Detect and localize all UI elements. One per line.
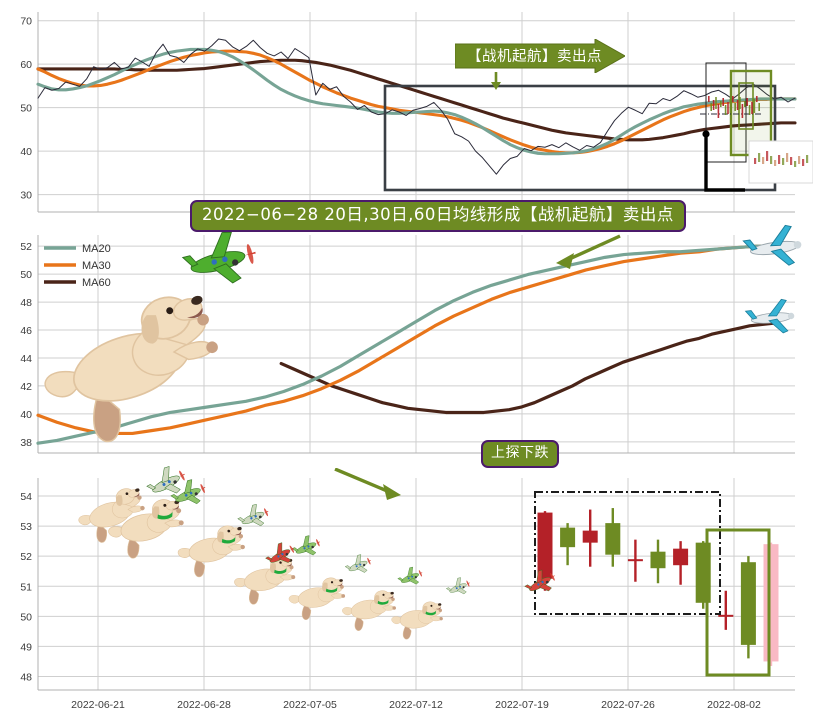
updown-arrow-head <box>383 484 401 500</box>
candle-body <box>650 551 666 569</box>
y-axis-tick-label: 70 <box>20 16 32 28</box>
y-axis-tick-label: 40 <box>20 409 32 421</box>
x-axis-tick-label: 2022-06-28 <box>177 699 231 711</box>
candle <box>763 542 779 666</box>
series-line-ma60 <box>36 58 797 142</box>
callout-arrow-line <box>564 234 621 263</box>
x-axis-tick-label: 2022-07-12 <box>389 699 443 711</box>
candle <box>718 590 734 630</box>
candlestick-panel: 48 49 50 51 52 53 54 2022-06-21 2022-06-28 2022-0… <box>0 468 813 715</box>
ma-zoom-plot: 38 40 42 44 46 48 50 52 MA20 MA30 MA60 <box>20 234 795 454</box>
consolidation-box <box>534 491 721 615</box>
candle <box>582 509 598 567</box>
y-axis-tick-label: 44 <box>20 353 32 365</box>
y-axis-tick-label: 49 <box>20 641 32 653</box>
mini-candle-overlay <box>708 96 760 118</box>
y-axis-tick-label: 50 <box>20 269 32 281</box>
pointer-dot <box>702 130 710 138</box>
callout-arrow-head <box>556 253 574 269</box>
candle-body <box>627 559 643 562</box>
candle-body <box>718 614 734 617</box>
candle <box>650 539 666 584</box>
highlight-rect-large <box>383 84 777 192</box>
highlight-rect-thin <box>705 62 747 163</box>
series-line-ma60 <box>279 321 777 415</box>
series-line-ma20 <box>36 47 797 156</box>
highlight-rect-green-inner <box>738 82 754 130</box>
y-axis-tick-label: 48 <box>20 297 32 309</box>
series-line-price <box>37 38 796 175</box>
banner-arrow-icon <box>454 38 627 74</box>
x-axis-tick-label: 2022-06-21 <box>71 699 125 711</box>
candle <box>560 523 576 566</box>
updown-arrow-line <box>334 468 393 495</box>
candle <box>605 508 621 567</box>
x-axis-tick-label: 2022-07-05 <box>283 699 337 711</box>
overview-panel: 30 40 50 60 70 <box>0 0 813 228</box>
candle-body <box>582 530 598 543</box>
ma-legend: MA20 MA30 MA60 <box>44 243 111 289</box>
sell-signal-banner-label: 【战机起航】卖出点 <box>467 49 602 65</box>
y-axis-tick-label: 50 <box>20 611 32 623</box>
legend-label-ma30: MA30 <box>82 260 111 272</box>
pointer-step-line <box>704 134 745 192</box>
candle <box>627 539 643 582</box>
updown-annotation-callout: 上探下跌 <box>481 440 559 468</box>
y-axis-tick-label: 53 <box>20 521 32 533</box>
series-line-ma30 <box>36 244 777 436</box>
main-annotation-callout: 2022−06−28 20日,30日,60日均线形成【战机起航】卖出点 <box>190 200 686 232</box>
y-axis-tick-label: 60 <box>20 59 32 71</box>
candle-body <box>605 523 621 555</box>
candlestick-plot: 48 49 50 51 52 53 54 2022-06-21 2022-06-28 2022-0… <box>20 468 795 711</box>
legend-label-ma20: MA20 <box>82 243 111 255</box>
y-axis-tick-label: 52 <box>20 551 32 563</box>
y-axis-tick-label: 30 <box>20 190 32 202</box>
banner-arrow-head <box>491 82 501 90</box>
legend-label-ma60: MA60 <box>82 277 111 289</box>
x-axis-tick-label: 2022-07-19 <box>495 699 549 711</box>
x-axis-tick-label: 2022-07-26 <box>601 699 655 711</box>
y-axis-tick-label: 38 <box>20 437 32 449</box>
ma-zoom-panel: 38 40 42 44 46 48 50 52 MA20 MA30 MA60 <box>0 228 813 468</box>
y-axis-tick-label: 54 <box>20 491 32 503</box>
y-axis-tick-label: 46 <box>20 325 32 337</box>
y-axis-tick-label: 40 <box>20 146 32 158</box>
y-axis-tick-label: 42 <box>20 381 32 393</box>
breakout-box <box>705 528 771 677</box>
overview-plot: 30 40 50 60 70 <box>20 12 813 213</box>
x-axis-tick-label: 2022-08-02 <box>707 699 761 711</box>
series-line-ma20 <box>36 244 777 445</box>
y-axis-tick-label: 51 <box>20 581 32 593</box>
candle-body <box>673 548 689 566</box>
y-axis-tick-label: 48 <box>20 671 32 683</box>
y-axis-tick-label: 52 <box>20 241 32 253</box>
inset-preview-box <box>748 140 813 184</box>
candle <box>740 556 756 659</box>
candle-body <box>560 527 576 548</box>
candle <box>673 541 689 585</box>
candle-body <box>537 512 553 579</box>
candle-body <box>763 544 779 662</box>
candle-body <box>740 562 756 645</box>
sell-signal-banner: 【战机起航】卖出点 <box>454 38 627 74</box>
y-axis-tick-label: 50 <box>20 103 32 115</box>
